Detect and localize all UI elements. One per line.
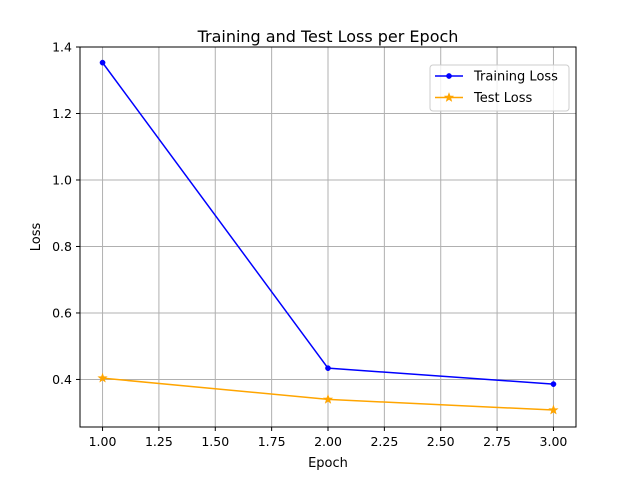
y-tick-label: 1.4 bbox=[52, 40, 72, 55]
data-point bbox=[97, 372, 108, 383]
data-point bbox=[325, 365, 331, 372]
y-axis: 0.4 0.6 0.8 1.0 1.2 1.4 bbox=[52, 40, 80, 387]
x-tick-label: 1.25 bbox=[145, 434, 173, 449]
legend-label: Training Loss bbox=[473, 70, 558, 85]
x-tick-label: 2.75 bbox=[483, 434, 511, 449]
x-axis: 1.00 1.25 1.50 1.75 2.00 2.25 2.50 2.75 3.00 bbox=[89, 427, 568, 449]
legend-item: Test Loss bbox=[435, 91, 532, 106]
y-tick-label: 1.0 bbox=[52, 172, 72, 187]
legend-marker bbox=[446, 73, 452, 79]
y-axis-label: Loss bbox=[29, 223, 44, 252]
legend-label: Test Loss bbox=[473, 91, 532, 106]
x-tick-label: 1.75 bbox=[258, 434, 286, 449]
series-training-loss bbox=[99, 59, 557, 387]
x-tick-label: 2.00 bbox=[314, 434, 342, 449]
legend: Training Loss Test Loss bbox=[429, 64, 570, 112]
x-axis-label: Epoch bbox=[308, 456, 348, 471]
legend-item: Training Loss bbox=[435, 70, 558, 85]
x-tick-label: 1.00 bbox=[89, 434, 117, 449]
x-tick-label: 1.50 bbox=[201, 434, 229, 449]
data-point bbox=[548, 404, 559, 415]
y-tick-label: 0.8 bbox=[52, 239, 72, 254]
data-point bbox=[99, 59, 106, 66]
y-tick-label: 0.6 bbox=[52, 305, 72, 320]
data-point bbox=[550, 381, 557, 387]
legend-marker bbox=[443, 92, 455, 102]
x-tick-label: 3.00 bbox=[540, 434, 568, 449]
data-point bbox=[322, 394, 334, 404]
x-tick-label: 2.25 bbox=[370, 434, 398, 449]
series-test-loss bbox=[97, 372, 559, 415]
legend-box bbox=[429, 64, 570, 112]
y-tick-label: 0.4 bbox=[52, 372, 72, 387]
y-tick-label: 1.2 bbox=[52, 106, 72, 121]
chart-title: Training and Test Loss per Epoch bbox=[197, 27, 459, 46]
x-tick-label: 2.50 bbox=[427, 434, 455, 449]
series-group bbox=[97, 59, 559, 415]
